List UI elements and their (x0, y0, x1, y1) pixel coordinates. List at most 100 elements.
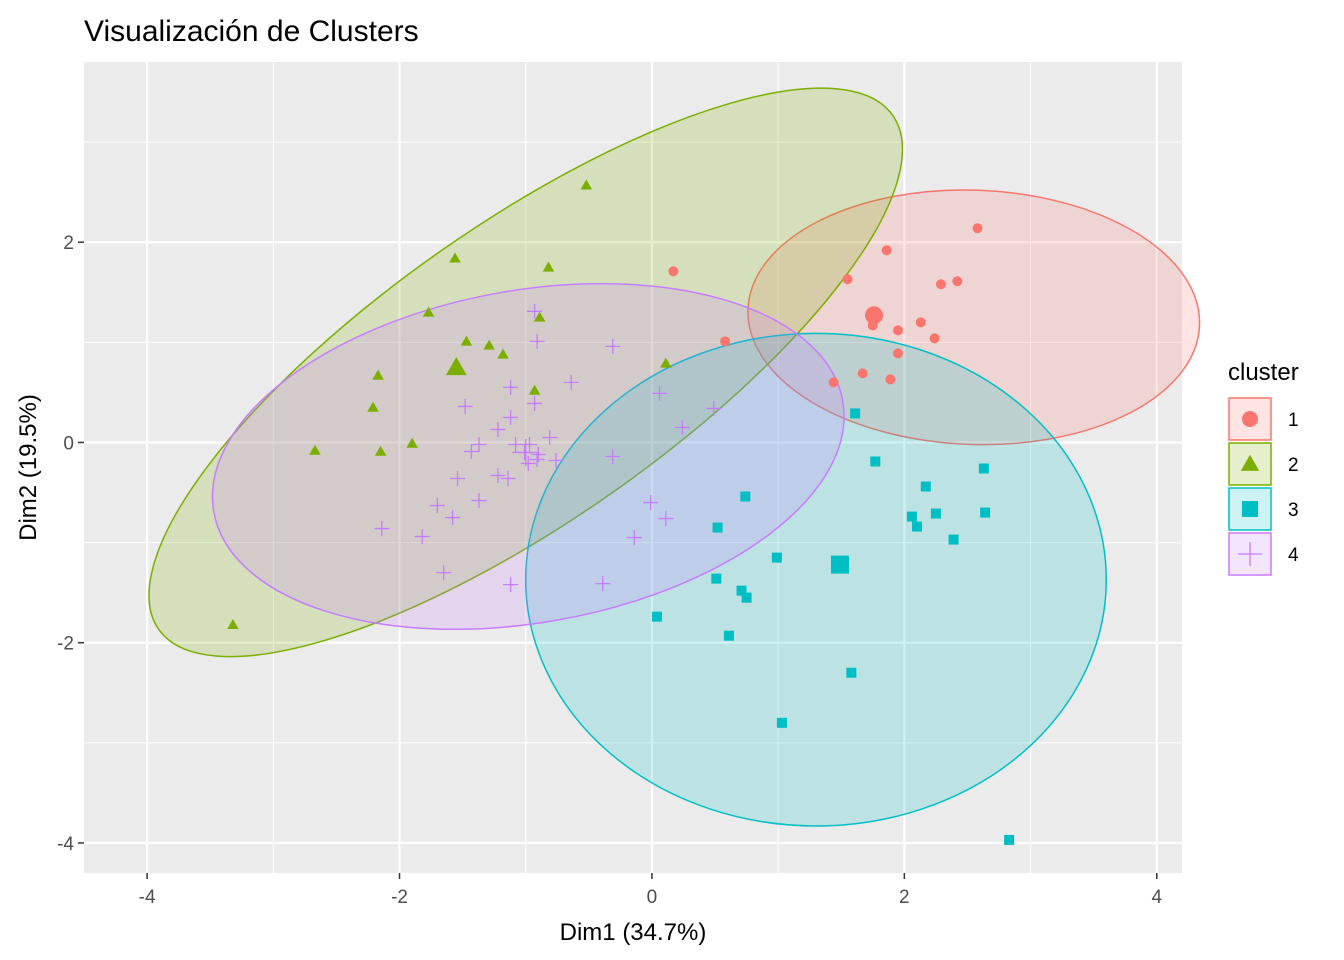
cluster-3-point (920, 481, 931, 492)
cluster-1-point (893, 325, 904, 336)
cluster-2-point (309, 444, 321, 455)
cluster-3-point (911, 521, 922, 532)
x-axis-title: Dim1 (34.7%) (560, 919, 707, 946)
cluster-2-point (372, 369, 384, 380)
cluster-4-point (520, 455, 536, 471)
cluster-4-point (674, 419, 690, 435)
cluster-3-point (736, 585, 747, 596)
cluster-4-point (490, 421, 506, 437)
cluster-1-point (885, 374, 896, 385)
legend: cluster 1 2 3 4 (1228, 359, 1299, 576)
cluster-2-point (422, 306, 435, 317)
cluster-4-point (527, 395, 543, 411)
cluster-4-point (508, 436, 524, 452)
cluster-4-point (503, 379, 519, 395)
cluster-4-point (471, 493, 487, 509)
cluster-2-point (533, 311, 546, 322)
cluster-4-point (457, 398, 473, 414)
y-axis-title: Dim2 (19.5%) (15, 394, 42, 541)
legend-label: 2 (1288, 455, 1299, 476)
cluster-2-point (660, 357, 672, 368)
cluster-3-point (723, 630, 734, 641)
cluster-4-point (490, 468, 506, 484)
cluster-4-point (652, 385, 668, 401)
cluster-4-point (595, 576, 611, 592)
cluster-4-point (500, 471, 516, 487)
plot-panel (84, 62, 1182, 873)
legend-item-3: 3 (1228, 487, 1299, 531)
cluster-3-point (870, 456, 881, 467)
cluster-1-point (952, 276, 963, 287)
y-tick-label: 2 (63, 233, 74, 254)
cluster-1-point (972, 223, 983, 234)
cluster-4-point (605, 448, 621, 464)
legend-title: cluster (1228, 359, 1299, 386)
cluster-3-center (830, 555, 849, 574)
cluster-4-point (436, 565, 452, 581)
cluster-1-point (881, 245, 892, 256)
y-tick-label: -4 (57, 834, 74, 855)
legend-item-2: 2 (1228, 442, 1299, 486)
cluster-ellipse-2 (148, 87, 904, 658)
legend-item-4: 4 (1228, 532, 1299, 576)
axes: -4 -2 0 2 4 -4 -2 0 2 (57, 233, 1162, 908)
cluster-3-point (740, 491, 751, 502)
cluster-4-point (463, 443, 479, 459)
cluster-4-point (527, 303, 543, 319)
cluster-1-point (893, 348, 904, 359)
cluster-4-point (548, 452, 564, 468)
y-tick-label: -2 (57, 634, 74, 655)
cluster-3-point (850, 408, 861, 419)
cluster-4-point (522, 436, 538, 452)
cluster-2-point (580, 179, 593, 190)
cluster-1-point (857, 368, 868, 379)
chart-title: Visualización de Clusters (84, 15, 419, 48)
cluster-2-point (449, 252, 461, 263)
cluster-4-point (643, 495, 659, 511)
cluster-3-point (948, 534, 959, 545)
x-tick-label: 0 (647, 887, 658, 908)
cluster-ellipses (148, 87, 1201, 827)
cluster-4-point (563, 374, 579, 390)
cluster-1-point (842, 274, 853, 285)
cluster-4-point (471, 436, 487, 452)
cluster-2-center (445, 357, 467, 376)
legend-label: 4 (1288, 545, 1299, 566)
cluster-2-point (528, 384, 541, 395)
cluster-2-point (367, 401, 379, 412)
cluster-2-point (406, 437, 418, 448)
cluster-4-point (503, 577, 519, 593)
legend-marker (1238, 542, 1262, 566)
legend-label: 1 (1288, 410, 1299, 431)
cluster-3-point (711, 573, 722, 584)
cluster-3-point (980, 507, 991, 518)
cluster-4-point (374, 521, 390, 537)
cluster-2-point (483, 339, 495, 350)
legend-label: 3 (1288, 500, 1299, 521)
cluster-1-point (720, 336, 731, 347)
cluster-3-point (712, 522, 723, 533)
cluster-3-point (771, 552, 782, 563)
x-tick-label: -2 (391, 887, 408, 908)
y-tick-label: 0 (63, 433, 74, 454)
cluster-2-point (497, 348, 509, 359)
x-tick-label: -4 (139, 887, 156, 908)
cluster-1-point (915, 317, 926, 328)
cluster-1-point (828, 377, 839, 388)
cluster-3-point (846, 667, 857, 678)
cluster-3-point (978, 463, 989, 474)
cluster-4-point (542, 429, 558, 445)
cluster-3-point (776, 717, 787, 728)
legend-marker (1240, 454, 1260, 471)
legend-item-1: 1 (1228, 397, 1299, 441)
x-tick-label: 4 (1151, 887, 1162, 908)
cluster-2-point (542, 261, 555, 272)
cluster-4-point (605, 338, 621, 354)
legend-marker (1242, 411, 1258, 427)
cluster-4-point (529, 333, 545, 349)
cluster-3-point (906, 511, 917, 522)
cluster-4-point (626, 530, 642, 546)
cluster-3-point (651, 611, 662, 622)
x-tick-label: 2 (899, 887, 910, 908)
